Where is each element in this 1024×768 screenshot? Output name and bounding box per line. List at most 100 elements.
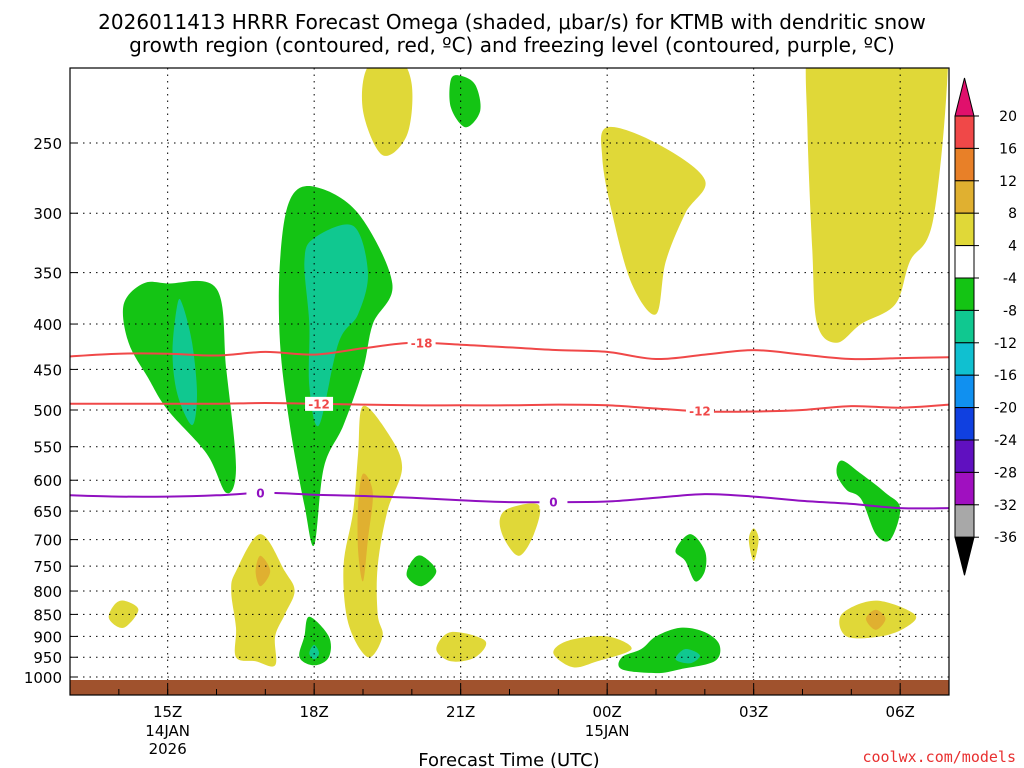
colorbar-label-12: 12 [999, 174, 1017, 190]
colorbar-label--20: -20 [994, 401, 1017, 417]
title-line-2: growth region (contoured, red, ºC) and f… [129, 33, 895, 57]
omega-region-8 [675, 648, 700, 664]
omega-region-13 [601, 126, 706, 315]
contour-label-bg [685, 404, 714, 419]
terrain-ground [70, 680, 949, 695]
colorbar-label-16: 16 [999, 141, 1017, 157]
colorbar: 20 16 12 8 4 -4 -8 -12 -16 -20 -24 -28 -32 -36 [954, 77, 1017, 576]
y-tick-label-650: 650 [33, 503, 62, 521]
omega-region-22 [499, 503, 541, 556]
omega-region-19 [108, 600, 139, 629]
y-tick-label-550: 550 [33, 439, 62, 457]
x-tick-label-15Z: 15Z [153, 703, 182, 721]
contour-label--12-1: -12 [689, 405, 711, 419]
omega-region-16 [357, 473, 373, 582]
omega-region-10 [309, 644, 320, 660]
x-tick-sublabel-15JAN: 15JAN [585, 722, 630, 740]
colorbar-segment-10 [954, 407, 975, 441]
colorbar-label--16: -16 [994, 368, 1017, 384]
omega-region-11 [406, 555, 437, 587]
x-tick-label-03Z: 03Z [739, 703, 768, 721]
x-tick-label-06Z: 06Z [885, 703, 914, 721]
contour-label-0-0: 0 [256, 487, 264, 501]
omega-shading [108, 68, 948, 674]
colorbar-segment-13 [954, 504, 975, 538]
title-line-1: 2026011413 HRRR Forecast Omega (shaded, … [98, 10, 926, 34]
omega-region-14 [805, 68, 948, 343]
x-tick-label-18Z: 18Z [299, 703, 328, 721]
x-tick-sublabel-14JAN: 14JAN [145, 722, 190, 740]
colorbar-label--36: -36 [994, 530, 1017, 546]
contour-label-bg [246, 486, 275, 501]
colorbar-segment-6 [954, 277, 975, 311]
credit-link[interactable]: coolwx.com/models [862, 748, 1016, 766]
omega-region-3 [304, 224, 368, 427]
y-tick-label-400: 400 [33, 316, 62, 334]
y-tick-label-600: 600 [33, 472, 62, 490]
y-tick-label-500: 500 [33, 402, 62, 420]
omega-region-6 [675, 534, 707, 582]
colorbar-bottom-arrow [954, 536, 975, 576]
contour-line--12 [70, 401, 950, 413]
gridlines [70, 68, 949, 695]
contour-label--18-0: -18 [411, 337, 433, 351]
colorbar-segment-8 [954, 342, 975, 376]
colorbar-label-8: 8 [1008, 206, 1017, 222]
colorbar-segment-12 [954, 471, 975, 506]
omega-region-25 [748, 528, 759, 561]
y-tick-label-1000: 1000 [24, 669, 62, 687]
colorbar-segment-9 [954, 374, 975, 409]
y-axis: 250 300 350 400 450 500 550 600 650 700 750 800 850 9… [24, 135, 78, 687]
y-tick-label-700: 700 [33, 532, 62, 550]
chart-title: 2026011413 HRRR Forecast Omega (shaded, … [98, 10, 926, 57]
colorbar-segment-2 [954, 147, 975, 182]
omega-region-15 [343, 405, 403, 658]
contour-line-0 [69, 491, 950, 510]
contour-label-0-1: 0 [549, 496, 557, 510]
colorbar-label--28: -28 [994, 465, 1017, 481]
colorbar-segment-1 [954, 115, 975, 149]
colorbar-segment-11 [954, 439, 975, 473]
x-tick-sublabel-2026: 2026 [149, 740, 187, 758]
omega-region-5 [836, 460, 901, 542]
y-tick-label-250: 250 [33, 135, 62, 153]
omega-region-12 [361, 68, 413, 156]
omega-region-18 [255, 555, 271, 587]
colorbar-label--8: -8 [1003, 303, 1017, 319]
y-tick-label-350: 350 [33, 265, 62, 283]
colorbar-label-20: 20 [999, 109, 1017, 125]
colorbar-label-4: 4 [1008, 239, 1017, 255]
colorbar-segment-3 [954, 180, 975, 214]
omega-region-20 [436, 631, 487, 662]
omega-region-1 [172, 298, 197, 426]
contour-label--12-0: -12 [308, 397, 330, 411]
contour-label-bg [305, 396, 334, 411]
colorbar-segment-7 [954, 309, 975, 344]
omega-region-4 [449, 75, 481, 128]
y-tick-label-900: 900 [33, 628, 62, 646]
colorbar-label--12: -12 [994, 336, 1017, 352]
colorbar-segment-4 [954, 212, 975, 247]
contour-label-bg [407, 336, 436, 351]
x-tick-label-00Z: 00Z [592, 703, 621, 721]
y-tick-label-950: 950 [33, 649, 62, 667]
contour-line--18 [69, 341, 950, 361]
temperature-contours: -18 -12 -12 0 0 [69, 336, 950, 510]
y-tick-label-300: 300 [33, 205, 62, 223]
colorbar-top-arrow [954, 77, 975, 117]
colorbar-segment-5 [954, 245, 975, 279]
y-tick-label-750: 750 [33, 558, 62, 576]
colorbar-label--32: -32 [994, 498, 1017, 514]
omega-region-7 [618, 627, 721, 674]
contour-label-bg [539, 495, 568, 510]
colorbar-label--24: -24 [994, 433, 1017, 449]
omega-region-21 [553, 636, 632, 668]
x-tick-label-21Z: 21Z [446, 703, 475, 721]
y-tick-label-800: 800 [33, 583, 62, 601]
omega-region-17 [231, 534, 295, 667]
colorbar-label--4: -4 [1003, 271, 1017, 287]
y-tick-label-850: 850 [33, 606, 62, 624]
x-axis-title: Forecast Time (UTC) [418, 750, 599, 768]
